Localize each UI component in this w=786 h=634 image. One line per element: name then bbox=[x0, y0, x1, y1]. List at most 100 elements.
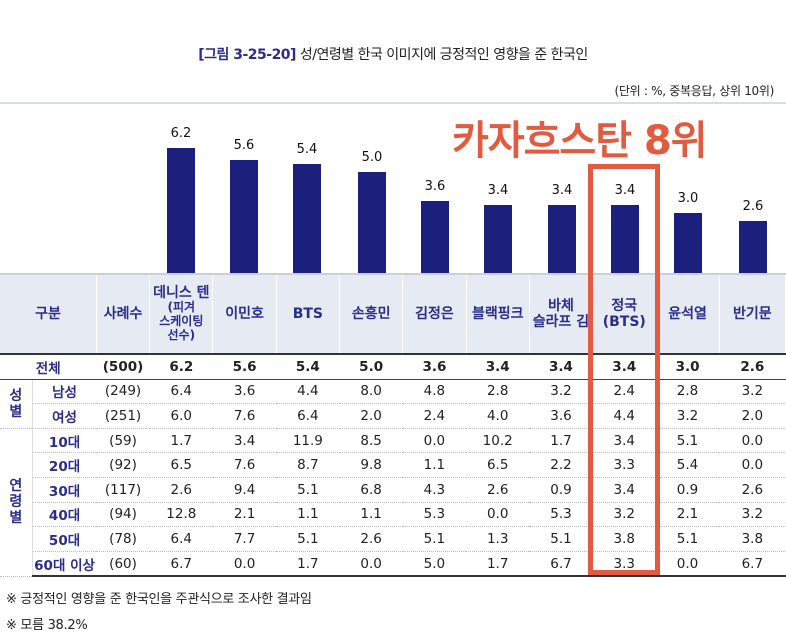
header-col-4: 손흥민 bbox=[339, 273, 404, 355]
table-cell: 2.1 bbox=[212, 502, 277, 528]
header-col-1: 데니스 텐 (피겨 스케이팅 선수) bbox=[149, 273, 214, 355]
table-cell: 3.2 bbox=[529, 379, 593, 405]
table-cell: 5.1 bbox=[529, 526, 593, 552]
table-cell: 3.6 bbox=[402, 354, 467, 380]
table-cell: 6.7 bbox=[529, 551, 593, 578]
footnote-2: ※ 모름 38.2% bbox=[6, 618, 88, 633]
bar-value-label: 3.4 bbox=[551, 182, 573, 198]
table-cell: 6.5 bbox=[149, 452, 213, 478]
table-cell: 6.7 bbox=[149, 551, 213, 578]
table-cell: 3.4 bbox=[592, 428, 656, 454]
table-cell: 6.7 bbox=[719, 551, 786, 578]
figure-title-text: 성/연령별 한국 이미지에 긍정적인 영향을 준 한국인 bbox=[299, 47, 588, 63]
table-row: 성 별 남성 (249) 6.4 3.6 4.4 8.0 4.8 2.8 3.2 2.4 2.8 3.2 bbox=[0, 379, 786, 429]
figure-label: [그림 3-25-20] bbox=[198, 47, 296, 63]
table-cell: 3.8 bbox=[719, 526, 786, 552]
row-n: (500) bbox=[96, 354, 150, 380]
table-cell: 4.8 bbox=[402, 379, 467, 405]
table-cell: 4.0 bbox=[466, 403, 530, 429]
bar-4 bbox=[358, 172, 386, 274]
table-cell: 3.4 bbox=[466, 354, 530, 380]
table-row: 연 령 별 10대 (59) 1.7 3.4 11.9 8.5 0.0 10.2 1.7 3.4 5.1 0… bbox=[0, 428, 786, 577]
table-cell: 0.9 bbox=[529, 477, 593, 503]
bar-5 bbox=[421, 200, 449, 274]
table-cell: 2.2 bbox=[529, 452, 593, 478]
table-cell: 4.4 bbox=[276, 379, 340, 405]
row-group-char: 령 bbox=[9, 494, 23, 511]
bar-1 bbox=[167, 148, 195, 274]
table-cell: 2.6 bbox=[339, 526, 403, 552]
header-line: BTS bbox=[292, 306, 324, 322]
table-cell: 2.6 bbox=[719, 477, 786, 503]
row-label: 전체 bbox=[0, 354, 97, 380]
table-cell: 9.4 bbox=[212, 477, 277, 503]
bar-8 bbox=[611, 204, 639, 274]
row-group-char: 연 bbox=[9, 478, 23, 495]
table-cell: 10.2 bbox=[466, 428, 530, 454]
bar-2 bbox=[230, 160, 258, 274]
table-cell: 6.5 bbox=[466, 452, 530, 478]
table-cell: 0.9 bbox=[655, 477, 720, 503]
table-cell: 6.4 bbox=[149, 379, 213, 405]
row-label: 40대 bbox=[32, 502, 97, 528]
table-row: 50대 (78) 6.4 7.7 5.1 2.6 5.1 1.3 5.1 3.8 5.1 3.8 bbox=[0, 526, 786, 552]
table-row: 40대 (94) 12.8 2.1 1.1 1.1 5.3 0.0 5.3 3.2 2.1 3.2 bbox=[0, 502, 786, 528]
table-cell: 11.9 bbox=[276, 428, 340, 454]
header-line: 바체 bbox=[548, 298, 574, 314]
row-label: 남성 bbox=[32, 379, 97, 405]
table-cell: 3.6 bbox=[529, 403, 593, 429]
table-cell: 0.0 bbox=[466, 502, 530, 528]
header-line: 이민호 bbox=[225, 306, 264, 322]
table-cell: 12.8 bbox=[149, 502, 213, 528]
table-cell: 3.3 bbox=[592, 452, 656, 478]
table-cell: 2.0 bbox=[719, 403, 786, 429]
table-cell: 0.0 bbox=[212, 551, 277, 578]
header-line: 데니스 텐 bbox=[153, 285, 210, 301]
table-cell: 3.2 bbox=[655, 403, 720, 429]
header-col-8: 정국 (BTS) bbox=[592, 273, 657, 355]
row-n: (92) bbox=[96, 452, 150, 478]
header-group: 구분 bbox=[0, 273, 97, 355]
table-cell: 3.2 bbox=[719, 379, 786, 405]
table-cell: 5.0 bbox=[339, 354, 403, 380]
table-cell: 3.2 bbox=[592, 502, 656, 528]
table-cell: 2.6 bbox=[719, 354, 786, 380]
bar-value-label: 6.2 bbox=[170, 126, 192, 141]
row-n: (78) bbox=[96, 526, 150, 552]
bar-value-label: 3.0 bbox=[677, 191, 699, 207]
row-label: 여성 bbox=[32, 403, 97, 429]
table-cell: 3.3 bbox=[592, 551, 656, 578]
row-n: (117) bbox=[96, 477, 150, 503]
row-group-char: 별 bbox=[9, 510, 23, 527]
bar-value-label: 5.6 bbox=[233, 138, 255, 154]
header-col-9: 윤석열 bbox=[655, 273, 720, 355]
row-n: (251) bbox=[96, 403, 150, 429]
row-label: 10대 bbox=[32, 428, 97, 454]
table-cell: 3.2 bbox=[719, 502, 786, 528]
table-cell: 2.0 bbox=[339, 403, 403, 429]
table-row: 여성 (251) 6.0 7.6 6.4 2.0 2.4 4.0 3.6 4.4 3.2 2.0 bbox=[0, 403, 786, 429]
table-cell: 1.1 bbox=[402, 452, 467, 478]
header-col-6: 블랙핑크 bbox=[466, 273, 530, 355]
table-cell: 2.1 bbox=[655, 502, 720, 528]
bar-10 bbox=[739, 221, 767, 274]
table-cell: 1.3 bbox=[466, 526, 530, 552]
bar-9 bbox=[674, 213, 702, 274]
header-line: 김정은 bbox=[415, 306, 454, 322]
row-n: (59) bbox=[96, 428, 150, 454]
row-group-char: 성 bbox=[9, 387, 23, 404]
table-row: 30대 (117) 2.6 9.4 5.1 6.8 4.3 2.6 0.9 3.4 0.9 2.6 bbox=[0, 477, 786, 503]
row-label: 30대 bbox=[32, 477, 97, 503]
header-line: 블랙핑크 bbox=[471, 306, 524, 322]
table-cell: 6.4 bbox=[149, 526, 213, 552]
header-line: (BTS) bbox=[602, 314, 646, 330]
row-n: (249) bbox=[96, 379, 150, 405]
table-cell: 3.4 bbox=[592, 477, 656, 503]
table-cell: 0.0 bbox=[719, 428, 786, 454]
header-line: 슬라프 김 bbox=[532, 314, 590, 330]
table-cell: 9.8 bbox=[339, 452, 403, 478]
header-line: 선수) bbox=[167, 328, 196, 342]
bar-value-label: 5.4 bbox=[296, 142, 318, 158]
table-cell: 5.1 bbox=[655, 526, 720, 552]
table-cell: 2.6 bbox=[149, 477, 213, 503]
